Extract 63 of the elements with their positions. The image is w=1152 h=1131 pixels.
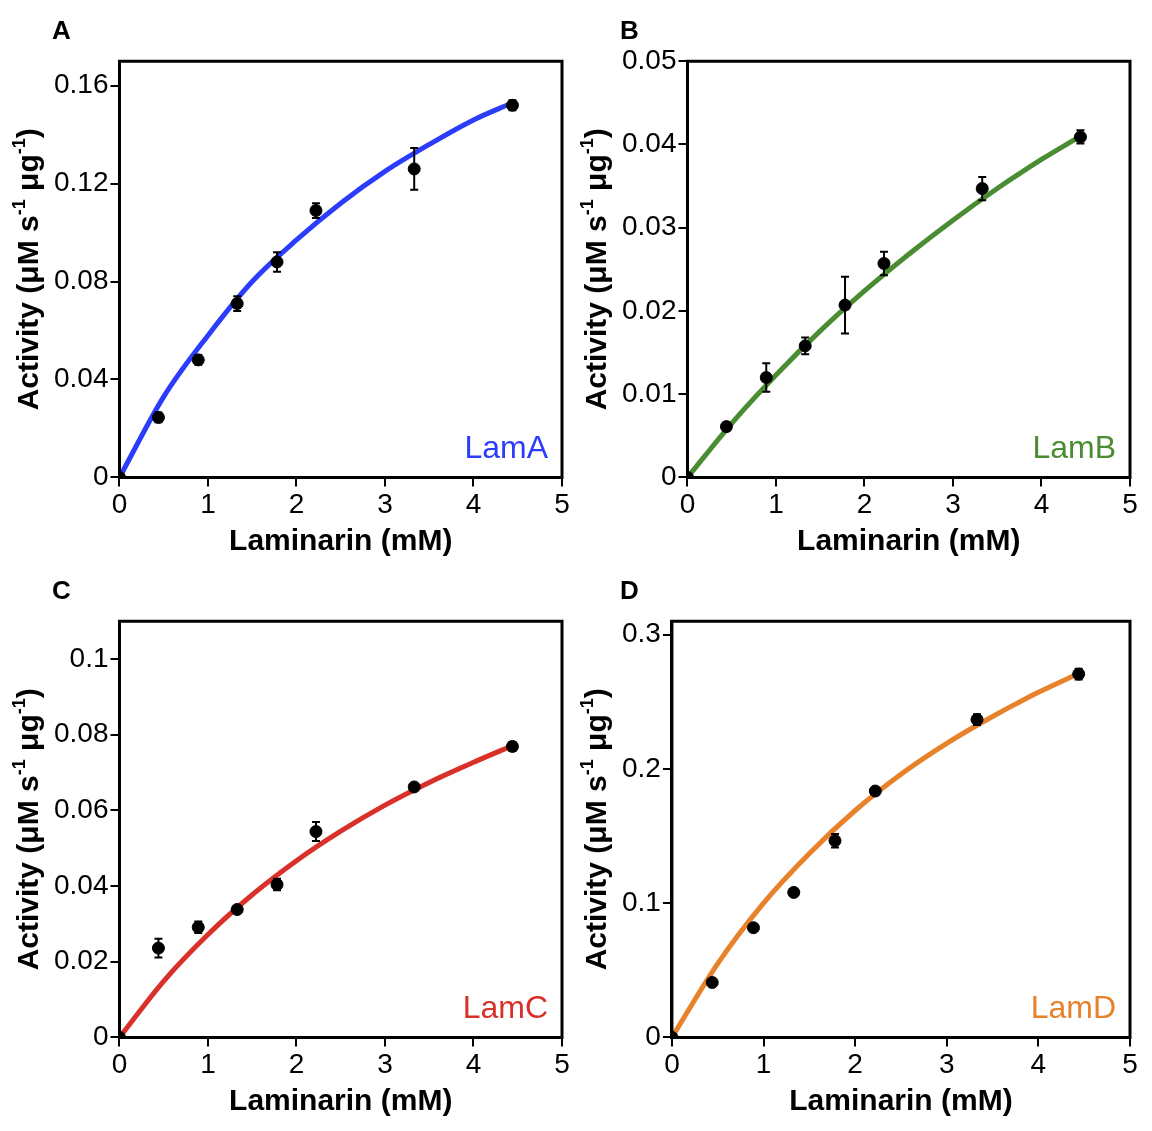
y-tick-label: 0.04 bbox=[54, 362, 109, 394]
y-tick-label: 0.02 bbox=[54, 944, 109, 976]
chart-title: C bbox=[52, 574, 71, 605]
y-tick-label: 0.1 bbox=[621, 885, 661, 917]
y-tick-label: 0.06 bbox=[54, 793, 109, 825]
x-tick-label: 5 bbox=[1122, 487, 1138, 519]
y-tick-label: 0 bbox=[92, 1020, 109, 1052]
x-tick-label: 5 bbox=[554, 487, 570, 519]
x-tick-label: 1 bbox=[200, 1047, 216, 1079]
y-tick-label: 0.3 bbox=[621, 617, 661, 649]
x-tick-label: 1 bbox=[755, 1047, 772, 1079]
y-tick-label: 0 bbox=[645, 1020, 661, 1052]
y-tick-label: 0.16 bbox=[54, 68, 109, 100]
x-tick-label: 2 bbox=[288, 1047, 305, 1079]
y-axis-title: Activity (μM s-1 μg-1) bbox=[8, 688, 45, 971]
x-tick-label: 3 bbox=[938, 1047, 955, 1079]
x-tick-label: 1 bbox=[768, 487, 784, 519]
point bbox=[787, 885, 801, 899]
y-axis-title: Activity (μM s-1 μg-1) bbox=[576, 128, 613, 411]
x-tick-label: 4 bbox=[1033, 487, 1050, 519]
text: LamC bbox=[462, 989, 548, 1026]
y-tick-label: 0 bbox=[660, 460, 677, 492]
point bbox=[746, 921, 760, 935]
x-tick-label: 4 bbox=[1030, 1047, 1047, 1079]
x-axis-title: Laminarin (mM) bbox=[229, 1083, 453, 1117]
chart-title: A bbox=[52, 14, 71, 45]
point bbox=[407, 780, 421, 794]
x-tick-label: 3 bbox=[377, 1047, 393, 1079]
x-tick-label: 3 bbox=[945, 487, 961, 519]
x-tick-label: 5 bbox=[1122, 1047, 1138, 1079]
y-tick-label: 0.03 bbox=[622, 210, 677, 242]
x-tick-label: 4 bbox=[465, 1047, 482, 1079]
y-tick-label: 0.1 bbox=[69, 641, 109, 673]
point bbox=[868, 784, 882, 798]
y-tick-label: 0 bbox=[92, 460, 109, 492]
x-tick-label: 2 bbox=[847, 1047, 863, 1079]
x-tick-label: 3 bbox=[377, 487, 393, 519]
y-tick-label: 0.04 bbox=[54, 868, 109, 900]
x-tick-label: 5 bbox=[554, 1047, 570, 1079]
y-tick-label: 0.02 bbox=[622, 293, 677, 325]
point bbox=[230, 903, 244, 917]
x-tick-label: 4 bbox=[465, 487, 482, 519]
x-tick-label: 2 bbox=[856, 487, 873, 519]
chart-title: B bbox=[620, 14, 639, 45]
y-axis-title: Activity (μM s-1 μg-1) bbox=[8, 128, 45, 411]
x-axis-title: Laminarin (mM) bbox=[789, 1083, 1013, 1117]
y-tick-label: 0.2 bbox=[621, 751, 661, 783]
text: LamB bbox=[1032, 429, 1116, 466]
x-axis-title: Laminarin (mM) bbox=[797, 523, 1021, 557]
point bbox=[705, 975, 719, 989]
chart-title: D bbox=[620, 574, 639, 605]
text: LamD bbox=[1030, 989, 1116, 1026]
y-tick-label: 0.12 bbox=[54, 166, 109, 198]
x-axis-title: Laminarin (mM) bbox=[229, 523, 453, 557]
text: LamA bbox=[464, 429, 549, 466]
y-axis-title: Activity (μM s-1 μg-1) bbox=[576, 688, 613, 971]
y-tick-label: 0.01 bbox=[622, 376, 677, 408]
y-tick-label: 0.05 bbox=[622, 43, 677, 75]
y-tick-label: 0.08 bbox=[54, 264, 109, 296]
y-tick-label: 0.08 bbox=[54, 717, 109, 749]
x-tick-label: 2 bbox=[288, 487, 305, 519]
x-tick-label: 1 bbox=[200, 487, 216, 519]
y-tick-label: 0.04 bbox=[622, 127, 677, 159]
